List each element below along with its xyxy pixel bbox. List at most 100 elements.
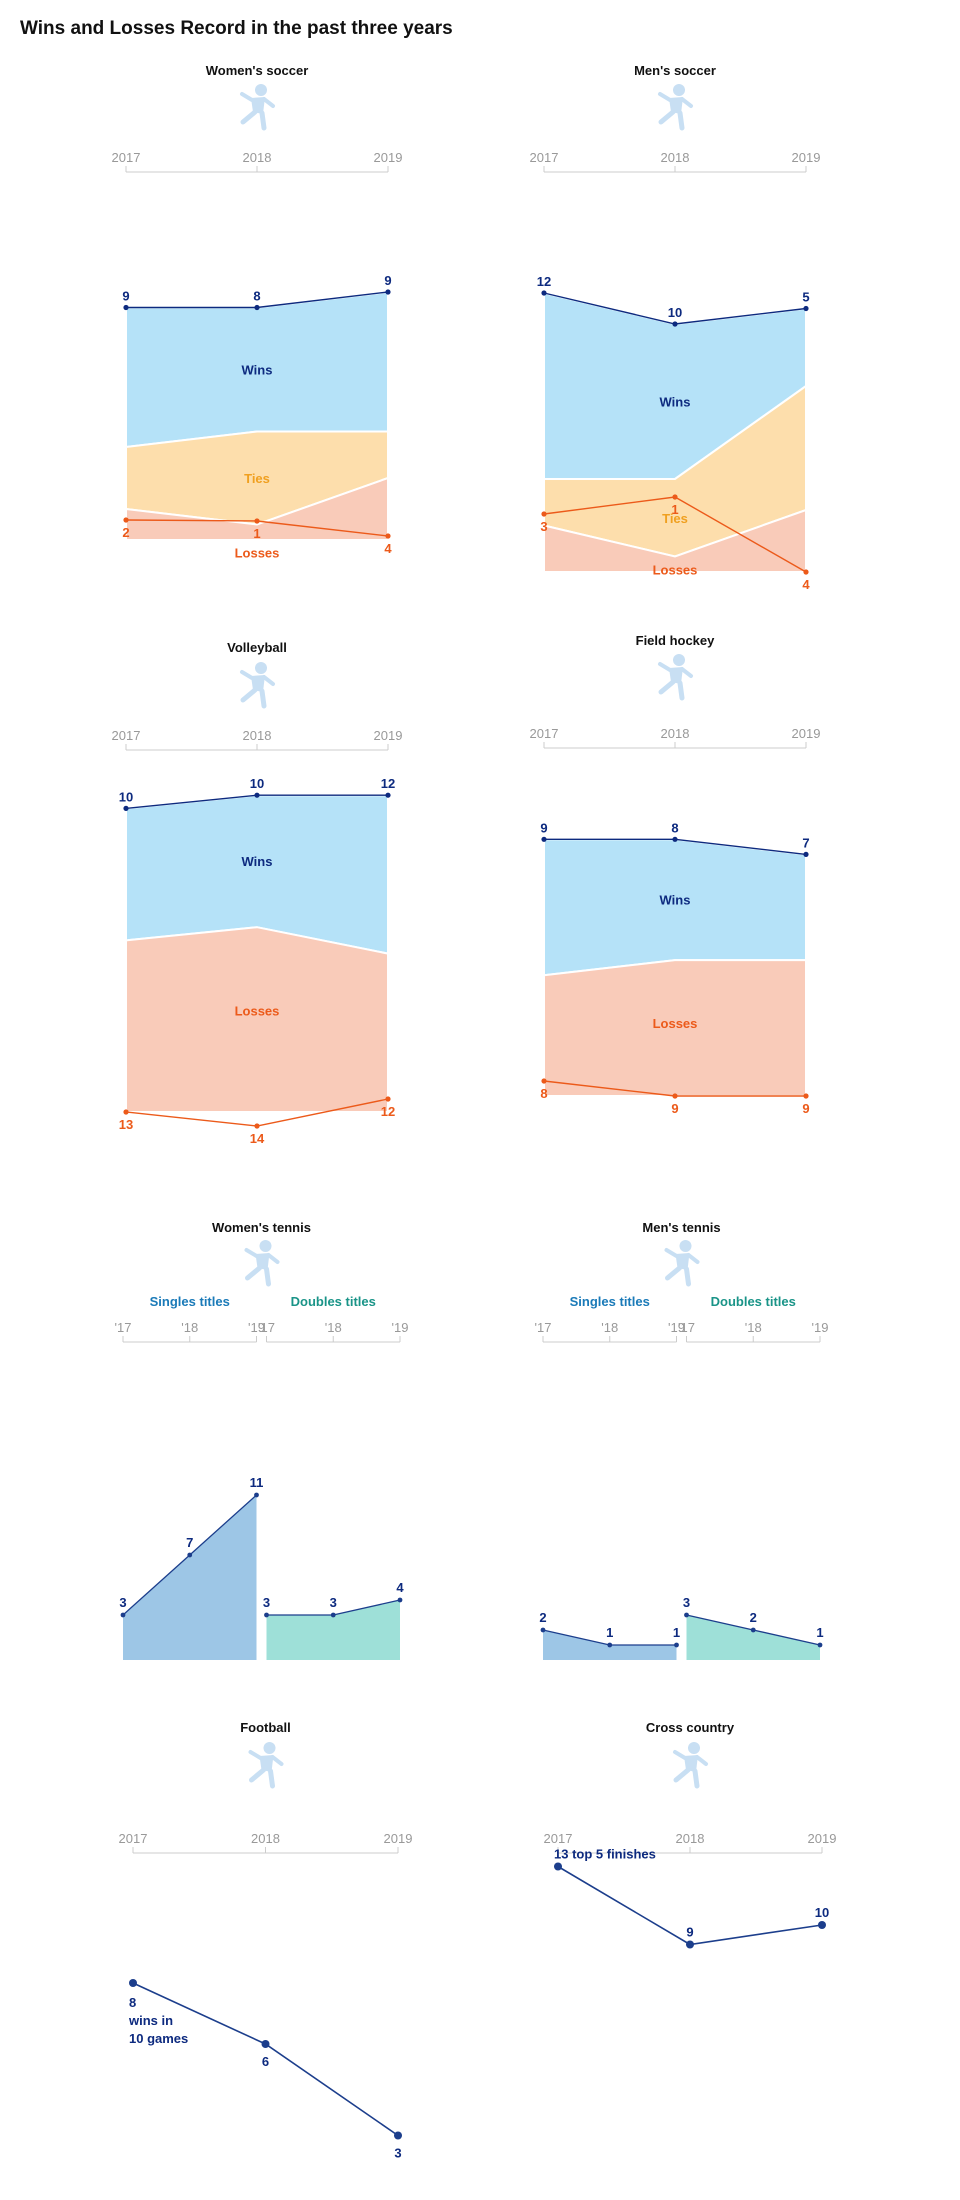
men-s-tennis-doubles-titles-tick-label: '17: [678, 1320, 695, 1335]
women-s-tennis-doubles-titles-tick-label: '19: [392, 1320, 409, 1335]
women-s-tennis-doubles-titles-value: 3: [263, 1595, 270, 1610]
men-s-soccer-wins-label: Wins: [660, 395, 691, 410]
volleyball-losses-point: [123, 1109, 129, 1115]
volleyball-wins-point: [254, 792, 260, 798]
football-title: Football: [240, 1720, 291, 1735]
women-s-tennis-doubles-titles-point: [264, 1612, 269, 1618]
volleyball-losses-value: 14: [250, 1131, 265, 1146]
men-s-tennis-doubles-titles-value: 1: [816, 1625, 823, 1640]
women-s-tennis-doubles-titles-value: 3: [330, 1595, 337, 1610]
volleyball-tick-label: 2019: [374, 728, 403, 743]
men-s-tennis-doubles-titles-point: [684, 1612, 689, 1618]
field-hockey-losses-value: 9: [671, 1101, 678, 1116]
icon-arms: [658, 662, 693, 678]
football-annotation: 10 games: [129, 2031, 188, 2046]
women-s-soccer-losses-point: [254, 518, 260, 524]
volleyball-tick-label: 2017: [112, 728, 141, 743]
women-s-soccer-losses-value: 4: [384, 541, 392, 556]
volleyball-wins-point: [123, 805, 129, 812]
field-hockey-wins-value: 7: [802, 835, 809, 850]
women-s-soccer-losses-point: [385, 533, 391, 539]
volleyball-axis: 2017 2018 2019: [112, 728, 403, 751]
page-title: Wins and Losses Record in the past three…: [20, 18, 453, 39]
women-s-tennis-doubles-titles-value: 4: [396, 1580, 404, 1595]
icon-legs: [240, 109, 267, 131]
men-s-tennis-singles-titles-point: [607, 1642, 613, 1648]
men-s-tennis-title: Men's tennis: [642, 1220, 720, 1235]
football-value: 3: [394, 2146, 401, 2161]
volleyball-losses-value: 12: [381, 1104, 395, 1119]
field-hockey-losses-value: 8: [540, 1086, 547, 1101]
field-hockey-losses-point: [803, 1093, 809, 1099]
volleyball-player-icon: [240, 662, 275, 709]
women-s-soccer-axis: 2017 2018 2019: [112, 150, 403, 173]
women-s-tennis-singles-titles-tick-label: '18: [181, 1320, 198, 1335]
men-s-tennis-doubles-titles-value: 3: [683, 1595, 690, 1610]
women-s-soccer-wins-label: Wins: [242, 363, 273, 378]
volleyball-losses-point: [254, 1123, 260, 1129]
field-hockey-tick-label: 2018: [661, 726, 690, 741]
field-hockey-tick-label: 2017: [530, 726, 559, 741]
men-s-soccer-losses-value: 4: [802, 577, 810, 592]
football-point: [261, 2040, 270, 2048]
men-s-tennis-doubles-titles-point: [750, 1627, 756, 1633]
men-s-tennis-singles-titles-point: [674, 1642, 679, 1648]
icon-head: [263, 1742, 276, 1754]
field-hockey-wins-point: [803, 851, 809, 858]
men-s-soccer-tick-label: 2017: [530, 150, 559, 165]
men-s-soccer-wins-point: [672, 321, 678, 327]
icon-head: [255, 84, 267, 96]
men-s-soccer-wins-value: 10: [668, 305, 682, 320]
women-s-tennis-singles-titles-point: [187, 1552, 193, 1558]
women-s-tennis-doubles-titles-point: [397, 1597, 403, 1603]
cross-country-title: Cross country: [646, 1720, 735, 1735]
tennis-player-icon: [244, 1240, 280, 1287]
women-s-soccer-losses-label: Losses: [235, 545, 280, 560]
women-s-soccer-ties-label: Ties: [244, 471, 270, 486]
cross-country-tick-label: 2019: [808, 1831, 837, 1846]
icon-arms: [240, 670, 275, 686]
volleyball-losses-area: [125, 926, 389, 1113]
men-s-soccer-losses-value: 1: [671, 502, 678, 517]
women-s-tennis-doubles-titles-tick-label: '18: [325, 1320, 342, 1335]
icon-legs: [249, 1767, 275, 1789]
women-s-soccer-wins-value: 8: [253, 289, 260, 304]
icon-head: [255, 662, 267, 674]
men-s-soccer-title: Men's soccer: [634, 63, 716, 78]
women-s-soccer-wins-point: [385, 289, 391, 295]
men-s-soccer-losses-label: Losses: [653, 562, 698, 577]
women-s-soccer-tick-label: 2019: [374, 150, 403, 165]
cross-country-value: 13 top 5 finishes: [554, 1847, 656, 1862]
women-s-soccer-losses-value: 2: [122, 525, 129, 540]
men-s-soccer-ties-label: Ties: [662, 511, 688, 526]
women-s-tennis-doubles-titles-label: Doubles titles: [291, 1294, 376, 1309]
field-hockey-wins-label: Wins: [660, 893, 691, 908]
soccer-player-icon: [658, 84, 693, 131]
men-s-soccer-tick-label: 2019: [792, 150, 821, 165]
men-s-tennis-singles-titles-label: Singles titles: [570, 1294, 650, 1309]
volleyball-wins-label: Wins: [242, 854, 273, 869]
men-s-soccer-tick-label: 2018: [661, 150, 690, 165]
icon-head: [673, 654, 685, 666]
men-s-tennis-singles-titles-value: 1: [673, 1625, 680, 1640]
men-s-tennis-doubles-titles-label: Doubles titles: [711, 1294, 796, 1309]
men-s-tennis-singles-titles-tick-label: '19: [668, 1320, 685, 1335]
men-s-tennis-panel: Men's tennis Singles titles '17 '18 '19 2 1 1 Do…: [535, 1220, 828, 1660]
icon-head: [673, 84, 685, 96]
field-hockey-losses-value: 9: [802, 1101, 809, 1116]
field-hockey-tick-label: 2019: [792, 726, 821, 741]
football-point: [394, 2131, 402, 2140]
men-s-tennis-doubles-titles-tick-label: '18: [745, 1320, 762, 1335]
field-hockey-axis: 2017 2018 2019: [530, 726, 821, 749]
icon-arms: [664, 1248, 700, 1264]
field-hockey-wins-point: [672, 836, 678, 842]
men-s-soccer-wins-point: [803, 305, 809, 312]
women-s-tennis-singles-titles-value: 3: [119, 1595, 126, 1610]
field-hockey-player-icon: [658, 654, 693, 701]
women-s-tennis-doubles-titles-axis: '17 '18 '19: [258, 1320, 409, 1343]
football-point: [129, 1979, 137, 1987]
field-hockey-losses-label: Losses: [653, 1016, 698, 1031]
tennis-player-icon: [664, 1240, 700, 1287]
men-s-soccer-losses-value: 3: [540, 519, 547, 534]
